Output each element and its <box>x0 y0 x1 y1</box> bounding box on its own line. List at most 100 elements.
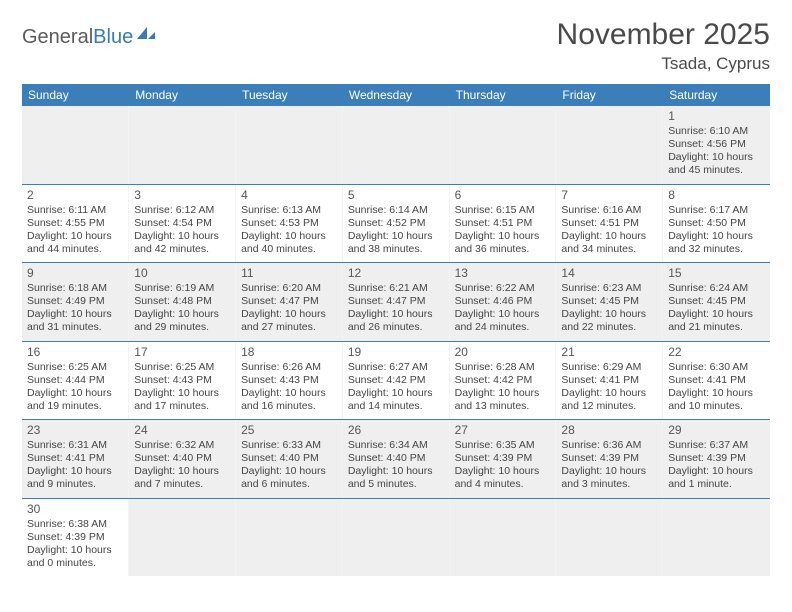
day-number: 12 <box>348 266 444 281</box>
day-info-line: Sunrise: 6:33 AM <box>241 439 337 452</box>
day-info-line: Sunrise: 6:32 AM <box>134 439 230 452</box>
day-info-line: Daylight: 10 hours <box>134 387 230 400</box>
day-info-line: Sunset: 4:39 PM <box>561 452 657 465</box>
day-info-line: and 34 minutes. <box>561 243 657 256</box>
day-info-line: Sunrise: 6:37 AM <box>668 439 764 452</box>
day-info-line: Sunrise: 6:35 AM <box>455 439 551 452</box>
calendar-day-cell: 5Sunrise: 6:14 AMSunset: 4:52 PMDaylight… <box>342 184 449 263</box>
calendar-week-row: 1Sunrise: 6:10 AMSunset: 4:56 PMDaylight… <box>22 106 770 184</box>
calendar-day-cell: 28Sunrise: 6:36 AMSunset: 4:39 PMDayligh… <box>556 420 663 499</box>
calendar-day-cell: 18Sunrise: 6:26 AMSunset: 4:43 PMDayligh… <box>236 341 343 420</box>
day-info-line: Sunset: 4:47 PM <box>241 295 337 308</box>
calendar-day-cell: 15Sunrise: 6:24 AMSunset: 4:45 PMDayligh… <box>663 263 770 342</box>
calendar-empty-cell <box>449 498 556 576</box>
calendar-day-cell: 11Sunrise: 6:20 AMSunset: 4:47 PMDayligh… <box>236 263 343 342</box>
day-info-line: and 42 minutes. <box>134 243 230 256</box>
day-info-line: Sunset: 4:41 PM <box>668 374 764 387</box>
day-info-line: Sunset: 4:55 PM <box>27 217 123 230</box>
day-info-line: Sunset: 4:41 PM <box>561 374 657 387</box>
calendar-day-cell: 22Sunrise: 6:30 AMSunset: 4:41 PMDayligh… <box>663 341 770 420</box>
day-info-line: Sunset: 4:42 PM <box>455 374 551 387</box>
day-number: 20 <box>455 345 551 360</box>
day-header: Friday <box>556 84 663 106</box>
day-info-line: Sunrise: 6:28 AM <box>455 361 551 374</box>
calendar-day-cell: 4Sunrise: 6:13 AMSunset: 4:53 PMDaylight… <box>236 184 343 263</box>
calendar-day-cell: 30Sunrise: 6:38 AMSunset: 4:39 PMDayligh… <box>22 498 129 576</box>
day-info-line: Sunset: 4:49 PM <box>27 295 123 308</box>
header: GeneralBlue November 2025 Tsada, Cyprus <box>22 18 770 74</box>
day-number: 28 <box>561 423 657 438</box>
calendar-day-cell: 20Sunrise: 6:28 AMSunset: 4:42 PMDayligh… <box>449 341 556 420</box>
calendar-day-cell: 6Sunrise: 6:15 AMSunset: 4:51 PMDaylight… <box>449 184 556 263</box>
day-info-line: Sunrise: 6:23 AM <box>561 282 657 295</box>
day-info-line: and 4 minutes. <box>455 478 551 491</box>
day-info-line: and 17 minutes. <box>134 400 230 413</box>
day-number: 3 <box>134 188 230 203</box>
day-info-line: Daylight: 10 hours <box>27 544 123 557</box>
day-header: Sunday <box>22 84 129 106</box>
day-info-line: and 16 minutes. <box>241 400 337 413</box>
calendar-day-cell: 23Sunrise: 6:31 AMSunset: 4:41 PMDayligh… <box>22 420 129 499</box>
day-number: 11 <box>241 266 337 281</box>
calendar-empty-cell <box>556 106 663 184</box>
day-info-line: Sunrise: 6:30 AM <box>668 361 764 374</box>
day-info-line: Sunset: 4:45 PM <box>561 295 657 308</box>
calendar-day-cell: 7Sunrise: 6:16 AMSunset: 4:51 PMDaylight… <box>556 184 663 263</box>
day-info-line: and 24 minutes. <box>455 321 551 334</box>
day-info-line: Sunrise: 6:31 AM <box>27 439 123 452</box>
day-number: 24 <box>134 423 230 438</box>
day-number: 18 <box>241 345 337 360</box>
day-info-line: and 6 minutes. <box>241 478 337 491</box>
day-info-line: Sunrise: 6:34 AM <box>348 439 444 452</box>
logo-text-blue: Blue <box>93 26 133 49</box>
calendar-empty-cell <box>556 498 663 576</box>
day-info-line: Sunset: 4:39 PM <box>455 452 551 465</box>
day-info-line: Daylight: 10 hours <box>241 230 337 243</box>
day-number: 19 <box>348 345 444 360</box>
calendar-empty-cell <box>663 498 770 576</box>
day-info-line: and 9 minutes. <box>27 478 123 491</box>
day-number: 29 <box>668 423 764 438</box>
day-info-line: Daylight: 10 hours <box>348 308 444 321</box>
day-info-line: Sunrise: 6:25 AM <box>27 361 123 374</box>
day-info-line: Sunset: 4:40 PM <box>134 452 230 465</box>
calendar-empty-cell <box>342 498 449 576</box>
day-info-line: Daylight: 10 hours <box>561 230 657 243</box>
day-info-line: Sunset: 4:47 PM <box>348 295 444 308</box>
day-number: 13 <box>455 266 551 281</box>
day-info-line: Sunrise: 6:17 AM <box>668 204 764 217</box>
day-info-line: and 40 minutes. <box>241 243 337 256</box>
day-info-line: Sunrise: 6:18 AM <box>27 282 123 295</box>
day-number: 30 <box>27 502 123 517</box>
day-info-line: Daylight: 10 hours <box>27 465 123 478</box>
calendar-day-cell: 24Sunrise: 6:32 AMSunset: 4:40 PMDayligh… <box>129 420 236 499</box>
day-info-line: Sunset: 4:41 PM <box>27 452 123 465</box>
day-number: 21 <box>561 345 657 360</box>
calendar-day-cell: 12Sunrise: 6:21 AMSunset: 4:47 PMDayligh… <box>342 263 449 342</box>
day-info-line: Sunset: 4:42 PM <box>348 374 444 387</box>
day-info-line: and 5 minutes. <box>348 478 444 491</box>
day-info-line: and 19 minutes. <box>27 400 123 413</box>
day-info-line: Sunset: 4:46 PM <box>455 295 551 308</box>
day-info-line: and 22 minutes. <box>561 321 657 334</box>
day-info-line: Daylight: 10 hours <box>455 230 551 243</box>
day-info-line: Daylight: 10 hours <box>455 465 551 478</box>
calendar-empty-cell <box>236 106 343 184</box>
day-info-line: Sunrise: 6:21 AM <box>348 282 444 295</box>
calendar-day-cell: 9Sunrise: 6:18 AMSunset: 4:49 PMDaylight… <box>22 263 129 342</box>
day-number: 10 <box>134 266 230 281</box>
month-title: November 2025 <box>557 18 770 52</box>
day-info-line: and 36 minutes. <box>455 243 551 256</box>
calendar-empty-cell <box>449 106 556 184</box>
day-number: 2 <box>27 188 123 203</box>
calendar-empty-cell <box>129 498 236 576</box>
day-info-line: Daylight: 10 hours <box>134 465 230 478</box>
day-info-line: and 45 minutes. <box>668 164 764 177</box>
calendar-day-cell: 14Sunrise: 6:23 AMSunset: 4:45 PMDayligh… <box>556 263 663 342</box>
calendar-week-row: 16Sunrise: 6:25 AMSunset: 4:44 PMDayligh… <box>22 341 770 420</box>
day-info-line: Sunrise: 6:14 AM <box>348 204 444 217</box>
day-number: 1 <box>668 109 764 124</box>
day-info-line: Sunset: 4:52 PM <box>348 217 444 230</box>
day-number: 25 <box>241 423 337 438</box>
calendar-day-cell: 1Sunrise: 6:10 AMSunset: 4:56 PMDaylight… <box>663 106 770 184</box>
